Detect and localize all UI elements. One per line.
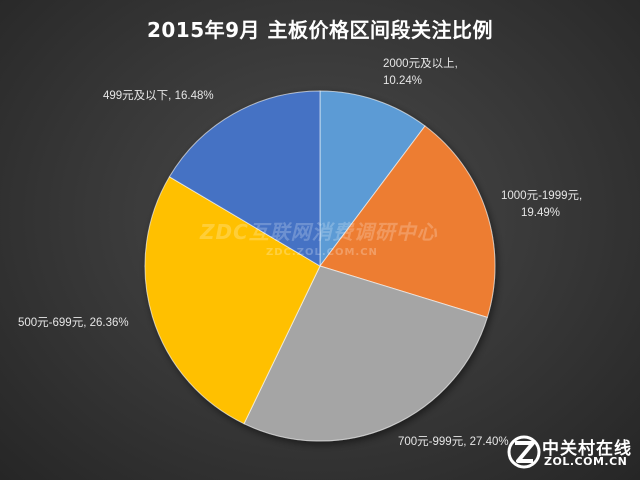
- pie-slice-2: [243, 265, 488, 442]
- logo-text-cn: 中关村在线: [542, 439, 632, 459]
- watermark-sub: ZDC.ZOL.COM.CN: [266, 247, 378, 258]
- slice-label-line: 499元及以下, 16.48%: [103, 90, 214, 102]
- slice-label-1000-1999: 1000元-1999元, 19.49%: [501, 188, 582, 222]
- slice-label-line: 1000元-1999元,: [501, 190, 583, 202]
- slice-label-line: 19.49%: [521, 207, 561, 219]
- logo-text-en: ZOL.COM.CN: [544, 455, 628, 468]
- slice-label-line: 10.24%: [383, 75, 423, 87]
- chart-title: 2015年9月 主板价格区间段关注比例: [146, 18, 494, 42]
- slice-label-line: 700元-999元, 27.40%: [398, 436, 509, 448]
- zol-logo: 中关村在线 ZOL.COM.CN: [506, 432, 636, 474]
- zol-z-icon: [507, 435, 541, 469]
- slice-label-line: 2000元及以上,: [383, 58, 458, 70]
- pie-slice-0: [319, 90, 426, 268]
- slice-label-2000-plus: 2000元及以上, 10.24%: [383, 56, 458, 90]
- pie-slice-1: [319, 125, 496, 318]
- slice-label-500-699: 500元-699元, 26.36%: [18, 315, 129, 332]
- watermark-main: ZDC互联网消费调研中心: [200, 220, 438, 244]
- slice-label-700-999: 700元-999元, 27.40%: [398, 434, 509, 451]
- pie-slice-4: [168, 90, 321, 267]
- slice-label-499-below: 499元及以下, 16.48%: [103, 88, 214, 105]
- pie-slice-3: [144, 176, 321, 425]
- slice-label-line: 500元-699元, 26.36%: [18, 317, 129, 329]
